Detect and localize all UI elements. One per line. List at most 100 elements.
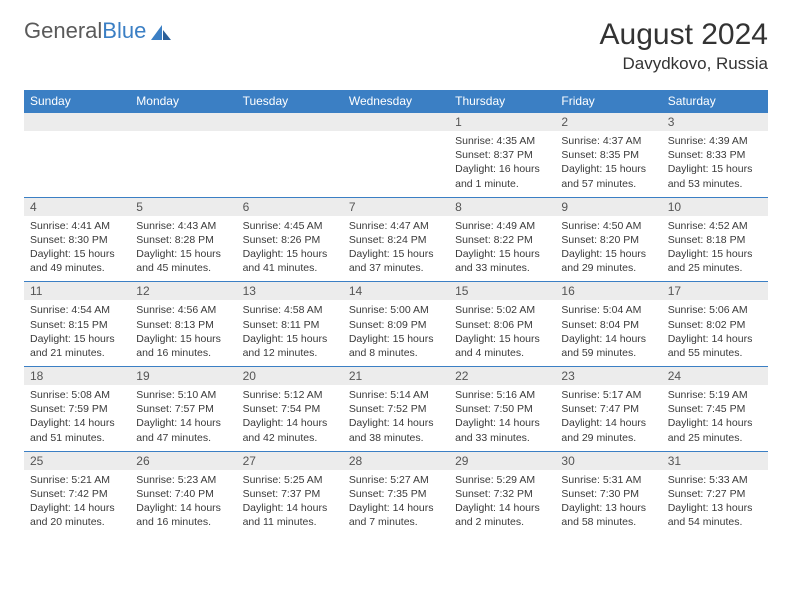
day-number-cell: 29 xyxy=(449,451,555,470)
sunrise-text: Sunrise: 5:31 AM xyxy=(561,473,655,487)
day-number-cell: 27 xyxy=(237,451,343,470)
sunrise-text: Sunrise: 5:17 AM xyxy=(561,388,655,402)
day-number-cell: 3 xyxy=(662,113,768,132)
daylight-text: Daylight: 15 hours and 25 minutes. xyxy=(668,247,762,275)
sunset-text: Sunset: 8:09 PM xyxy=(349,318,443,332)
sunrise-text: Sunrise: 4:35 AM xyxy=(455,134,549,148)
day-info-cell: Sunrise: 5:23 AMSunset: 7:40 PMDaylight:… xyxy=(130,470,236,536)
day-info-cell: Sunrise: 5:17 AMSunset: 7:47 PMDaylight:… xyxy=(555,385,661,451)
sunset-text: Sunset: 8:22 PM xyxy=(455,233,549,247)
sunrise-text: Sunrise: 4:43 AM xyxy=(136,219,230,233)
daylight-text: Daylight: 15 hours and 16 minutes. xyxy=(136,332,230,360)
sunrise-text: Sunrise: 5:23 AM xyxy=(136,473,230,487)
sunrise-text: Sunrise: 5:12 AM xyxy=(243,388,337,402)
daylight-text: Daylight: 15 hours and 49 minutes. xyxy=(30,247,124,275)
sunrise-text: Sunrise: 5:02 AM xyxy=(455,303,549,317)
sunrise-text: Sunrise: 4:58 AM xyxy=(243,303,337,317)
sunset-text: Sunset: 8:30 PM xyxy=(30,233,124,247)
day-number-cell: 24 xyxy=(662,367,768,386)
day-number-cell: 26 xyxy=(130,451,236,470)
week-number-row: 45678910 xyxy=(24,197,768,216)
sunrise-text: Sunrise: 4:54 AM xyxy=(30,303,124,317)
day-number-cell: 23 xyxy=(555,367,661,386)
day-number-cell: 7 xyxy=(343,197,449,216)
calendar-body: 123Sunrise: 4:35 AMSunset: 8:37 PMDaylig… xyxy=(24,113,768,536)
day-info-cell: Sunrise: 5:31 AMSunset: 7:30 PMDaylight:… xyxy=(555,470,661,536)
sunrise-text: Sunrise: 5:16 AM xyxy=(455,388,549,402)
month-title: August 2024 xyxy=(600,18,768,52)
day-number-cell: 1 xyxy=(449,113,555,132)
sunrise-text: Sunrise: 4:45 AM xyxy=(243,219,337,233)
sunset-text: Sunset: 7:45 PM xyxy=(668,402,762,416)
sunset-text: Sunset: 8:11 PM xyxy=(243,318,337,332)
week-info-row: Sunrise: 5:21 AMSunset: 7:42 PMDaylight:… xyxy=(24,470,768,536)
day-info-cell: Sunrise: 5:14 AMSunset: 7:52 PMDaylight:… xyxy=(343,385,449,451)
sunrise-text: Sunrise: 4:52 AM xyxy=(668,219,762,233)
day-info-cell: Sunrise: 5:16 AMSunset: 7:50 PMDaylight:… xyxy=(449,385,555,451)
day-info-cell: Sunrise: 4:35 AMSunset: 8:37 PMDaylight:… xyxy=(449,131,555,197)
day-info-cell: Sunrise: 5:08 AMSunset: 7:59 PMDaylight:… xyxy=(24,385,130,451)
day-info-cell: Sunrise: 5:02 AMSunset: 8:06 PMDaylight:… xyxy=(449,300,555,366)
day-info-cell: Sunrise: 5:10 AMSunset: 7:57 PMDaylight:… xyxy=(130,385,236,451)
day-info-cell: Sunrise: 4:50 AMSunset: 8:20 PMDaylight:… xyxy=(555,216,661,282)
day-number-cell: 31 xyxy=(662,451,768,470)
day-number-cell: 4 xyxy=(24,197,130,216)
daylight-text: Daylight: 14 hours and 47 minutes. xyxy=(136,416,230,444)
sunset-text: Sunset: 7:30 PM xyxy=(561,487,655,501)
daylight-text: Daylight: 14 hours and 29 minutes. xyxy=(561,416,655,444)
sunset-text: Sunset: 8:35 PM xyxy=(561,148,655,162)
sunrise-text: Sunrise: 4:50 AM xyxy=(561,219,655,233)
day-info-cell: Sunrise: 4:56 AMSunset: 8:13 PMDaylight:… xyxy=(130,300,236,366)
week-number-row: 123 xyxy=(24,113,768,132)
day-number-cell: 6 xyxy=(237,197,343,216)
daylight-text: Daylight: 15 hours and 57 minutes. xyxy=(561,162,655,190)
daylight-text: Daylight: 14 hours and 16 minutes. xyxy=(136,501,230,529)
day-number-cell: 11 xyxy=(24,282,130,301)
day-number-cell: 14 xyxy=(343,282,449,301)
daylight-text: Daylight: 15 hours and 37 minutes. xyxy=(349,247,443,275)
day-number-cell: 20 xyxy=(237,367,343,386)
sunset-text: Sunset: 7:37 PM xyxy=(243,487,337,501)
daylight-text: Daylight: 14 hours and 7 minutes. xyxy=(349,501,443,529)
day-number-cell: 28 xyxy=(343,451,449,470)
day-number-cell: 13 xyxy=(237,282,343,301)
sunrise-text: Sunrise: 4:56 AM xyxy=(136,303,230,317)
day-info-cell: Sunrise: 4:45 AMSunset: 8:26 PMDaylight:… xyxy=(237,216,343,282)
day-info-cell: Sunrise: 4:49 AMSunset: 8:22 PMDaylight:… xyxy=(449,216,555,282)
sunset-text: Sunset: 7:32 PM xyxy=(455,487,549,501)
daylight-text: Daylight: 14 hours and 2 minutes. xyxy=(455,501,549,529)
week-info-row: Sunrise: 4:41 AMSunset: 8:30 PMDaylight:… xyxy=(24,216,768,282)
sunrise-text: Sunrise: 5:21 AM xyxy=(30,473,124,487)
sunset-text: Sunset: 8:02 PM xyxy=(668,318,762,332)
day-info-cell: Sunrise: 5:25 AMSunset: 7:37 PMDaylight:… xyxy=(237,470,343,536)
sunrise-text: Sunrise: 4:47 AM xyxy=(349,219,443,233)
day-number-cell: 9 xyxy=(555,197,661,216)
calendar-table: SundayMondayTuesdayWednesdayThursdayFrid… xyxy=(24,90,768,536)
day-info-cell: Sunrise: 5:00 AMSunset: 8:09 PMDaylight:… xyxy=(343,300,449,366)
sunrise-text: Sunrise: 5:00 AM xyxy=(349,303,443,317)
logo: GeneralBlue xyxy=(24,18,172,44)
daylight-text: Daylight: 14 hours and 11 minutes. xyxy=(243,501,337,529)
daylight-text: Daylight: 14 hours and 20 minutes. xyxy=(30,501,124,529)
sunrise-text: Sunrise: 4:39 AM xyxy=(668,134,762,148)
sunrise-text: Sunrise: 4:37 AM xyxy=(561,134,655,148)
week-number-row: 18192021222324 xyxy=(24,367,768,386)
day-number-cell: 25 xyxy=(24,451,130,470)
day-number-cell: 15 xyxy=(449,282,555,301)
daylight-text: Daylight: 15 hours and 21 minutes. xyxy=(30,332,124,360)
sunrise-text: Sunrise: 5:27 AM xyxy=(349,473,443,487)
day-info-cell: Sunrise: 5:12 AMSunset: 7:54 PMDaylight:… xyxy=(237,385,343,451)
sunrise-text: Sunrise: 4:41 AM xyxy=(30,219,124,233)
sunrise-text: Sunrise: 5:19 AM xyxy=(668,388,762,402)
day-info-cell xyxy=(343,131,449,197)
sunrise-text: Sunrise: 5:33 AM xyxy=(668,473,762,487)
daylight-text: Daylight: 15 hours and 33 minutes. xyxy=(455,247,549,275)
day-info-cell: Sunrise: 4:52 AMSunset: 8:18 PMDaylight:… xyxy=(662,216,768,282)
sunset-text: Sunset: 8:06 PM xyxy=(455,318,549,332)
daylight-text: Daylight: 14 hours and 51 minutes. xyxy=(30,416,124,444)
sunset-text: Sunset: 8:15 PM xyxy=(30,318,124,332)
daylight-text: Daylight: 14 hours and 38 minutes. xyxy=(349,416,443,444)
day-number-cell xyxy=(237,113,343,132)
logo-text-2: Blue xyxy=(102,18,146,44)
sunset-text: Sunset: 7:40 PM xyxy=(136,487,230,501)
